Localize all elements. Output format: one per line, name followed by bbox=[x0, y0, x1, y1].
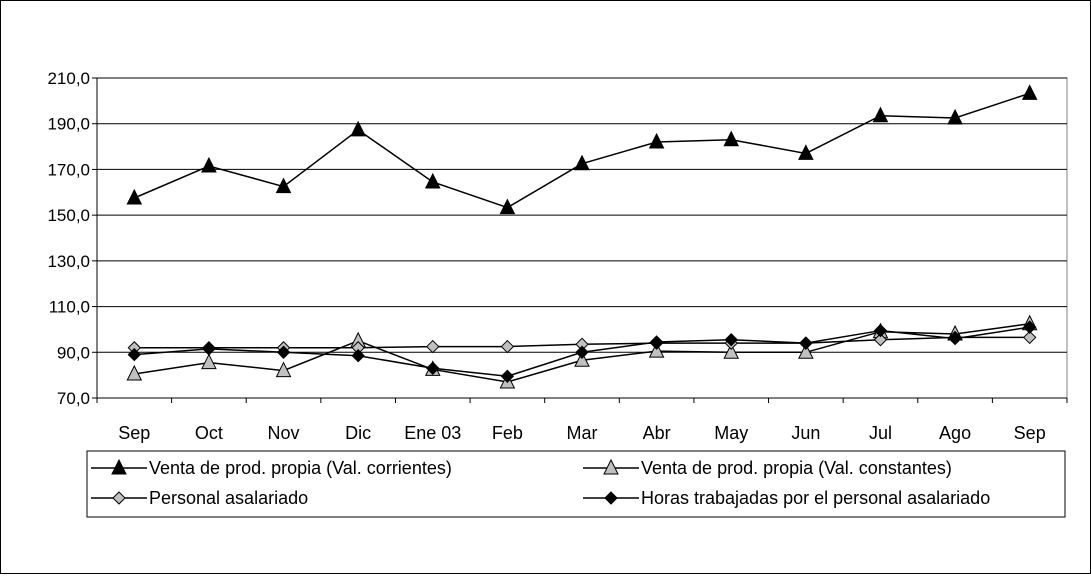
triangle-marker bbox=[872, 106, 889, 123]
diamond-marker bbox=[500, 339, 515, 354]
triangle-marker bbox=[648, 132, 665, 149]
triangle-marker bbox=[275, 177, 292, 194]
diamond-marker bbox=[351, 349, 365, 363]
y-tick-label: 210,0 bbox=[47, 69, 90, 88]
diamond-marker bbox=[724, 333, 738, 347]
series-4 bbox=[127, 320, 1037, 383]
legend-item: Venta de prod. propia (Val. corrientes) bbox=[91, 458, 452, 478]
triangle-marker-icon bbox=[603, 458, 619, 475]
triangle-marker bbox=[723, 130, 740, 147]
x-tick-label: Sep bbox=[118, 423, 150, 443]
legend-item: Personal asalariado bbox=[91, 488, 308, 508]
triangle-marker bbox=[798, 343, 814, 359]
triangle-marker bbox=[201, 353, 217, 370]
x-tick-label: Ago bbox=[939, 423, 971, 443]
diamond-marker-icon bbox=[604, 491, 618, 505]
y-tick-label: 130,0 bbox=[47, 252, 90, 271]
legend-label: Venta de prod. propia (Val. corrientes) bbox=[149, 458, 452, 478]
diamond-marker bbox=[1022, 330, 1037, 345]
x-tick-label: Nov bbox=[268, 423, 300, 443]
x-tick-label: Feb bbox=[492, 423, 523, 443]
diamond-marker bbox=[873, 323, 888, 338]
diamond-marker bbox=[426, 339, 440, 354]
legend-box bbox=[86, 450, 1066, 518]
legend: Venta de prod. propia (Val. corrientes) V… bbox=[86, 450, 1066, 518]
diamond-marker-icon bbox=[112, 491, 126, 505]
diamond-marker bbox=[948, 331, 962, 346]
diamond-marker bbox=[276, 345, 291, 359]
diamond-marker bbox=[127, 347, 142, 362]
triangle-marker bbox=[1021, 84, 1038, 100]
legend-item: Venta de prod. propia (Val. constantes) bbox=[583, 458, 952, 478]
x-tick-label: Sep bbox=[1014, 423, 1046, 443]
triangle-marker bbox=[275, 361, 292, 378]
series-group bbox=[126, 84, 1038, 389]
x-tick-label: Jul bbox=[869, 423, 892, 443]
series-1 bbox=[126, 84, 1038, 215]
legend-label: Horas trabajadas por el personal asalari… bbox=[641, 488, 990, 508]
y-tick-label: 70,0 bbox=[57, 389, 90, 408]
x-tick-label: Jun bbox=[791, 423, 820, 443]
legend-item: Horas trabajadas por el personal asalari… bbox=[583, 488, 990, 508]
triangle-marker-icon bbox=[111, 458, 127, 475]
y-tick-label: 170,0 bbox=[47, 160, 90, 179]
diamond-marker bbox=[500, 369, 515, 383]
triangle-marker bbox=[350, 120, 366, 137]
diamond-marker bbox=[575, 345, 589, 359]
x-tick-label: Abr bbox=[643, 423, 671, 443]
diamond-marker bbox=[873, 333, 888, 347]
y-tick-label: 150,0 bbox=[47, 206, 90, 225]
triangle-marker bbox=[126, 364, 143, 381]
triangle-marker bbox=[499, 198, 516, 215]
diamond-marker bbox=[799, 336, 813, 350]
y-tick-label: 190,0 bbox=[47, 115, 90, 134]
triangle-marker bbox=[574, 154, 590, 171]
legend-label: Venta de prod. propia (Val. constantes) bbox=[641, 458, 952, 478]
triangle-marker bbox=[947, 108, 963, 125]
diamond-marker bbox=[649, 335, 664, 349]
diamond-marker bbox=[426, 361, 440, 375]
triangle-marker bbox=[424, 172, 441, 189]
diamond-marker bbox=[202, 342, 216, 356]
x-tick-label: Oct bbox=[195, 423, 223, 443]
axes: 70,0 90,0 110,0 130,0 150,0 170,0 190,0 210,0 Se… bbox=[47, 69, 1068, 443]
triangle-marker bbox=[574, 351, 590, 367]
triangle-marker bbox=[201, 156, 217, 173]
legend-label: Personal asalariado bbox=[149, 488, 308, 508]
triangle-marker bbox=[648, 342, 665, 358]
triangle-marker bbox=[126, 188, 143, 205]
x-tick-label: May bbox=[714, 423, 748, 443]
triangle-marker bbox=[798, 144, 814, 160]
y-tick-label: 110,0 bbox=[49, 298, 90, 317]
x-tick-label: Dic bbox=[345, 423, 371, 443]
x-tick-label: Ene 03 bbox=[404, 423, 461, 443]
diamond-marker bbox=[1022, 320, 1037, 334]
triangle-marker bbox=[723, 343, 740, 359]
x-tick-label: Mar bbox=[567, 423, 598, 443]
y-tick-label: 90,0 bbox=[57, 343, 90, 362]
